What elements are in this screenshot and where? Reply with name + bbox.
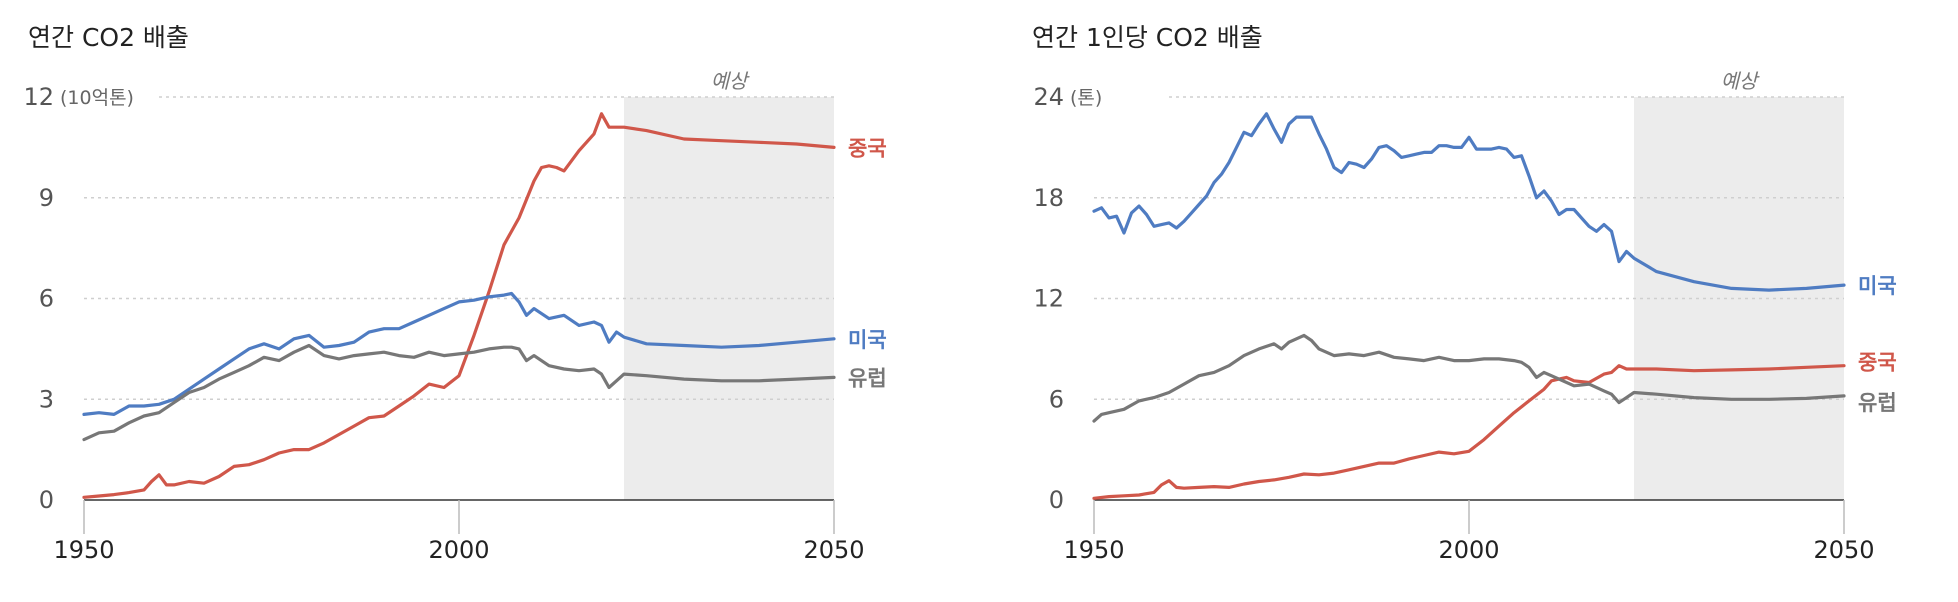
- x-tick-label: 2050: [1813, 536, 1874, 564]
- series-line: [1092, 112, 1846, 292]
- series-label: 유럽: [848, 366, 887, 390]
- projection-label: 예상: [711, 69, 750, 93]
- x-tick-label: 1950: [53, 536, 114, 564]
- y-tick-label: 9: [39, 184, 54, 212]
- series-label: 중국: [848, 136, 887, 160]
- series-line: [82, 291, 836, 416]
- series-label: 중국: [1858, 351, 1897, 375]
- projection-label: 예상: [1721, 69, 1760, 93]
- per-capita-co2-panel: 연간 1인당 CO2 배출 예상 0 6 12 18 24 (톤) 1950 2000 2050 미…: [1008, 0, 1958, 602]
- series-line: [1092, 333, 1846, 423]
- series-label: 미국: [1858, 274, 1897, 298]
- series-label: 미국: [848, 328, 887, 352]
- unit-label: (톤): [1070, 87, 1102, 109]
- y-tick-label: 3: [39, 385, 54, 413]
- y-tick-label: 18: [1033, 184, 1064, 212]
- y-tick-label: 0: [1049, 486, 1064, 514]
- series-line: [1092, 364, 1846, 500]
- series-line: [82, 343, 836, 442]
- y-tick-label: 6: [39, 285, 54, 313]
- chart-title: 연간 1인당 CO2 배출: [1032, 23, 1263, 52]
- x-tick-label: 1950: [1063, 536, 1124, 564]
- y-tick-label: 24: [1033, 83, 1064, 111]
- x-tick-label: 2000: [428, 536, 489, 564]
- y-tick-label: 12: [1033, 285, 1064, 313]
- series-line: [82, 112, 836, 499]
- series-label: 유럽: [1858, 391, 1897, 415]
- x-tick-label: 2050: [803, 536, 864, 564]
- chart-title: 연간 CO2 배출: [28, 23, 189, 52]
- y-tick-label: 6: [1049, 385, 1064, 413]
- x-tick-label: 2000: [1438, 536, 1499, 564]
- y-tick-label: 0: [39, 486, 54, 514]
- unit-label: (10억톤): [60, 87, 134, 109]
- y-tick-label: 12: [23, 83, 54, 111]
